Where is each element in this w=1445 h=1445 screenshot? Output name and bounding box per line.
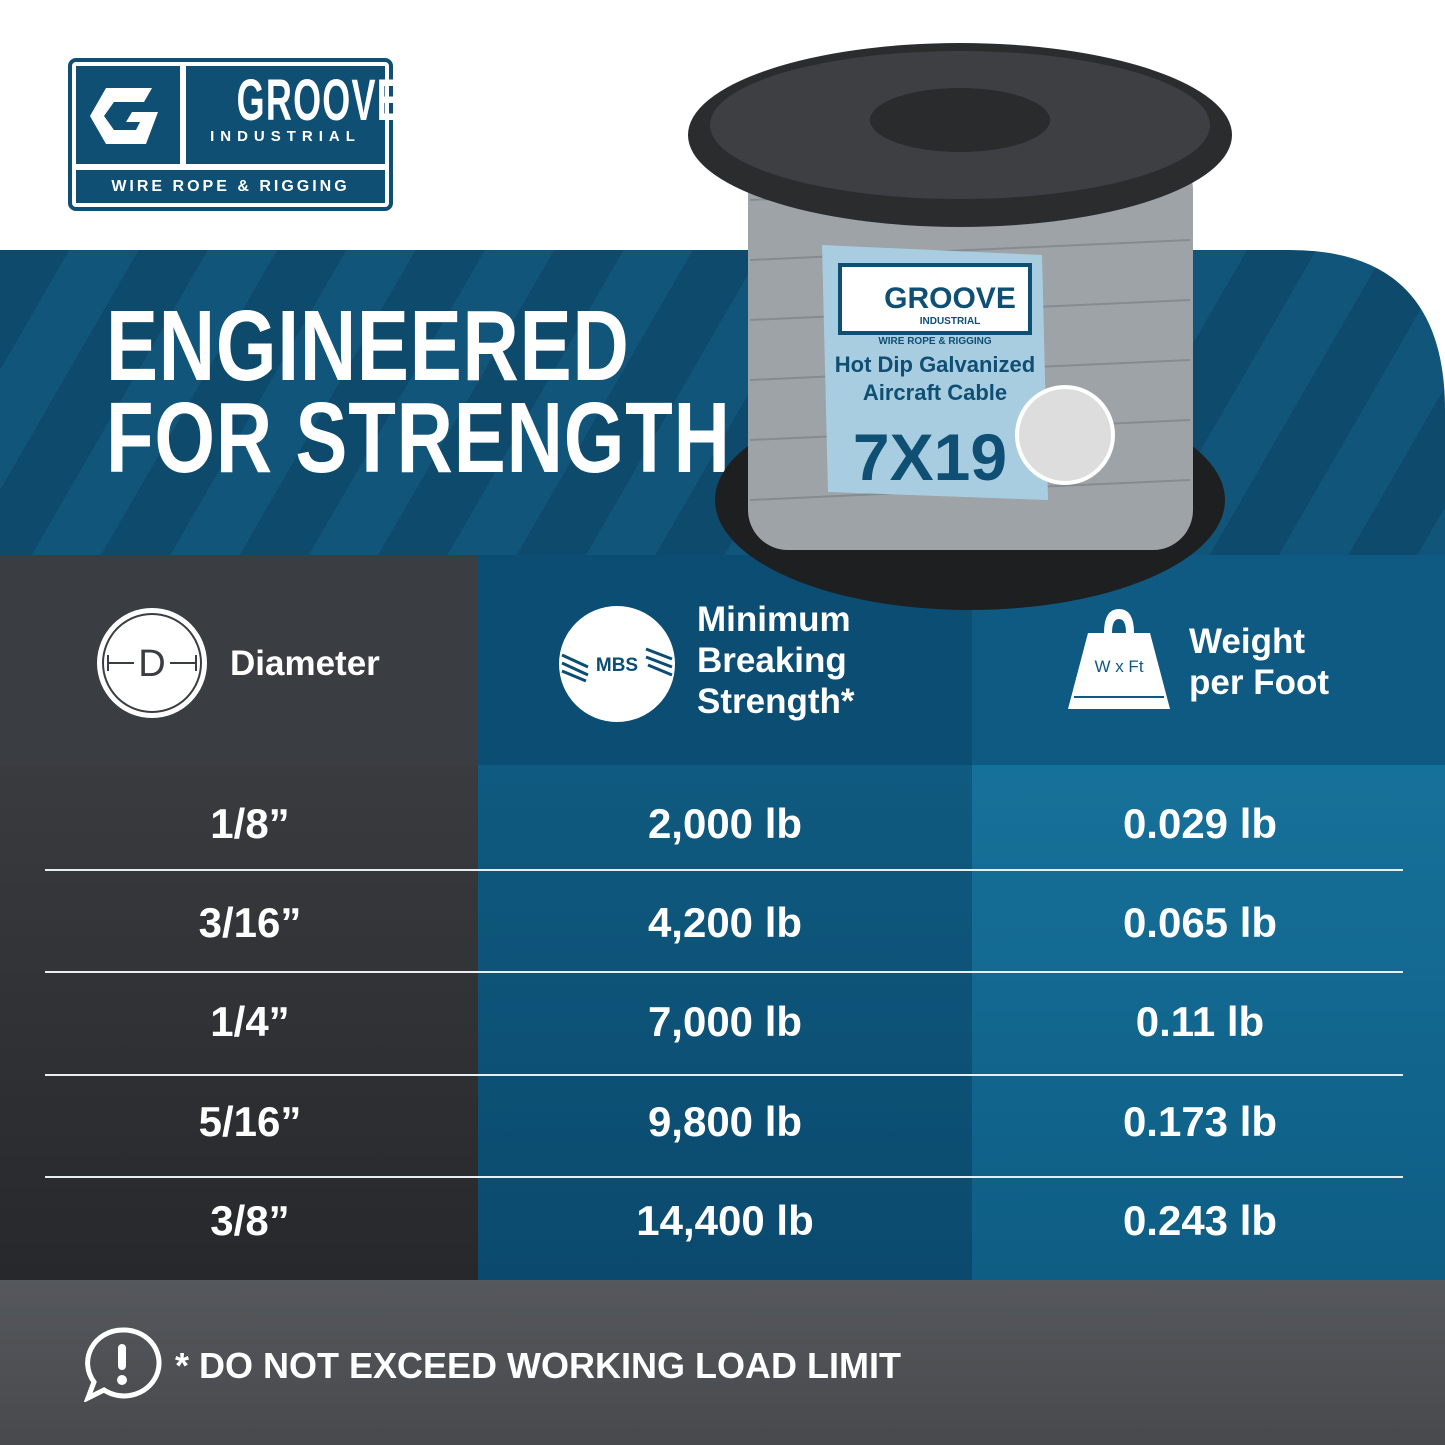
cell-mbs: 7,000 lb — [647, 997, 803, 1045]
header-diameter: D Diameter — [0, 555, 478, 765]
row-divider — [45, 869, 1403, 871]
svg-text:INDUSTRIAL: INDUSTRIAL — [920, 316, 981, 327]
mbs-rope-icon: MBS — [559, 606, 675, 722]
row-divider — [45, 1074, 1403, 1076]
header-label-diameter: Diameter — [230, 644, 380, 683]
diameter-icon: D — [97, 608, 207, 718]
cell-diameter: 5/16” — [198, 1097, 302, 1145]
table-row: 3/16” 4,200 lb 0.065 lb — [0, 871, 1445, 974]
label-line: Minimum — [697, 600, 851, 639]
cell-weight: 0.029 lb — [1122, 799, 1278, 847]
cell-mbs: 9,800 lb — [647, 1097, 803, 1145]
brand-name: GROOVE — [236, 68, 402, 133]
cable-reel-image: GROOVE INDUSTRIAL WIRE ROPE & RIGGING Ho… — [688, 43, 1232, 610]
cell-weight: 0.243 lb — [1122, 1196, 1278, 1244]
label-line: Breaking — [697, 641, 847, 680]
table-row: 3/8” 14,400 lb 0.243 lb — [0, 1169, 1445, 1272]
headline-line-1: ENGINEERED — [106, 290, 630, 402]
svg-text:MBS: MBS — [596, 655, 638, 676]
warning-text: * DO NOT EXCEED WORKING LOAD LIMIT — [175, 1345, 901, 1386]
svg-text:7X19: 7X19 — [853, 420, 1007, 494]
table-row: 1/8” 2,000 lb 0.029 lb — [0, 772, 1445, 875]
svg-text:D: D — [138, 643, 165, 685]
g-logo-icon — [76, 66, 180, 164]
cell-weight: 0.065 lb — [1122, 898, 1278, 946]
brand-sub: INDUSTRIAL — [210, 128, 361, 145]
cell-diameter: 3/8” — [210, 1196, 290, 1244]
column-mbs-bg — [478, 765, 972, 1280]
row-divider — [45, 1176, 1403, 1178]
cell-mbs: 4,200 lb — [647, 898, 803, 946]
column-weight-bg — [972, 765, 1445, 1280]
weight-icon: W x Ft — [1068, 609, 1170, 709]
cell-weight: 0.173 lb — [1122, 1097, 1278, 1145]
svg-text:WIRE ROPE & RIGGING: WIRE ROPE & RIGGING — [878, 336, 992, 347]
table-row: 1/4” 7,000 lb 0.11 lb — [0, 970, 1445, 1073]
header-label-mbs: Minimum Breaking Strength* — [697, 599, 855, 722]
cell-diameter: 1/4” — [210, 997, 290, 1045]
table-row: 5/16” 9,800 lb 0.173 lb — [0, 1070, 1445, 1173]
column-diameter-bg — [0, 765, 478, 1280]
brand-tagline: WIRE ROPE & RIGGING — [76, 170, 385, 203]
footer — [0, 1280, 1445, 1445]
brand-logo: GROOVE INDUSTRIAL WIRE ROPE & RIGGING — [68, 58, 401, 211]
alert-speech-icon — [83, 1327, 162, 1402]
headline-line-2: FOR STRENGTH — [106, 382, 731, 494]
svg-text:Aircraft Cable: Aircraft Cable — [863, 380, 1007, 405]
spec-table: 1/8” 2,000 lb 0.029 lb 3/16” 4,200 lb 0.… — [0, 772, 1445, 1287]
label-line: per Foot — [1189, 663, 1329, 702]
label-line: Strength* — [697, 682, 855, 721]
cell-mbs: 14,400 lb — [636, 1196, 814, 1244]
svg-text:W x Ft: W x Ft — [1094, 657, 1143, 676]
header-label-weight: Weight per Foot — [1189, 621, 1329, 703]
svg-text:Hot Dip Galvanized: Hot Dip Galvanized — [835, 352, 1035, 377]
row-divider — [45, 971, 1403, 973]
svg-text:GROOVE: GROOVE — [884, 282, 1016, 315]
cell-diameter: 1/8” — [210, 799, 290, 847]
headline: ENGINEERED FOR STRENGTH — [106, 290, 731, 494]
cell-mbs: 2,000 lb — [647, 799, 803, 847]
label-line: Weight — [1189, 622, 1306, 661]
cell-weight: 0.11 lb — [1135, 997, 1265, 1045]
cell-diameter: 3/16” — [198, 898, 302, 946]
